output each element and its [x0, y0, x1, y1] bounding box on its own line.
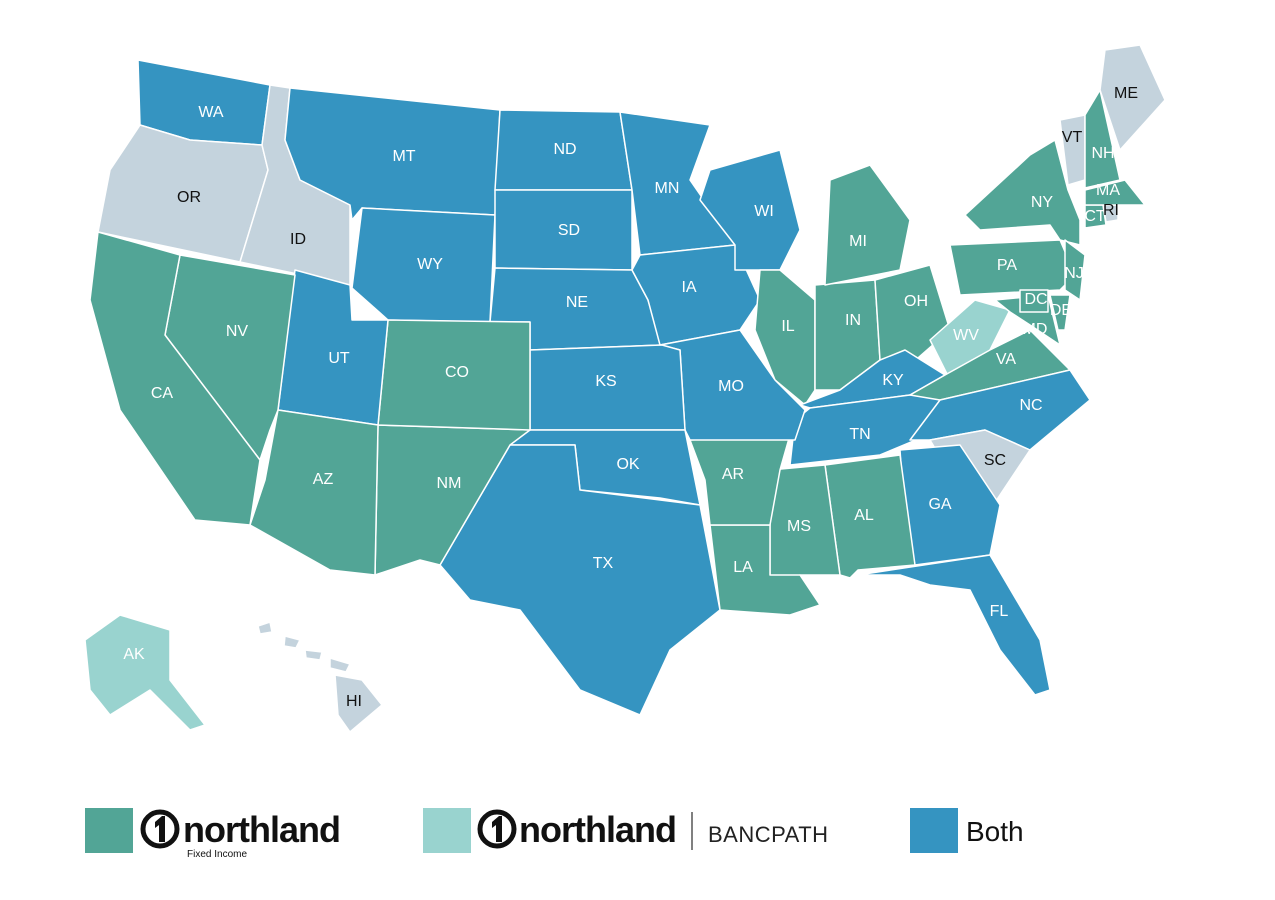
state-label: WV [953, 327, 979, 344]
northland-logo-icon [140, 809, 180, 849]
states [84, 44, 1166, 733]
state-shape [89, 231, 261, 526]
state-shape [1084, 89, 1121, 189]
state-shape [1019, 289, 1049, 313]
legend-swatch [423, 808, 471, 853]
state-label: ME [1114, 85, 1138, 102]
state-shape [329, 657, 351, 673]
state-shape [439, 444, 721, 716]
state-shape [964, 139, 1081, 246]
state-label: NE [566, 294, 588, 311]
state-label: TX [593, 555, 614, 572]
state-label: WY [417, 256, 443, 273]
state-label: SC [984, 452, 1006, 469]
state-shape [334, 674, 383, 733]
legend-brand: northland [183, 809, 340, 850]
state-shape [304, 649, 323, 661]
state-label: AL [854, 507, 874, 524]
state-label: CO [445, 364, 469, 381]
state-label: CT [1084, 208, 1106, 225]
state-label: NH [1091, 145, 1114, 162]
state-label: RI [1103, 202, 1119, 219]
state-label: WA [198, 104, 224, 121]
state-label: OK [616, 456, 639, 473]
state-label: NC [1019, 397, 1042, 414]
state-label: TN [849, 426, 870, 443]
legend: northland Fixed Income northland BANCPAT… [85, 808, 1024, 860]
state-shape [1049, 294, 1071, 331]
legend-swatch [910, 808, 958, 853]
state-label: ID [290, 231, 306, 248]
state-label: HI [346, 693, 362, 710]
state-shape [857, 554, 1051, 696]
state-label: PA [997, 257, 1017, 274]
state-label: VA [996, 351, 1016, 368]
state-label: LA [733, 559, 753, 576]
state-label: IN [845, 312, 861, 329]
state-label: UT [328, 350, 350, 367]
state-shape [257, 621, 273, 635]
state-label: DE [1050, 302, 1072, 319]
state-shape [754, 269, 816, 406]
state-label: NM [437, 475, 462, 492]
state-shape [283, 635, 301, 649]
legend-swatch [85, 808, 133, 853]
state-label: NV [226, 323, 249, 340]
state-shape [699, 149, 801, 271]
state-label: IA [681, 279, 696, 296]
state-shape [1064, 239, 1086, 301]
legend-tagline: Fixed Income [187, 849, 247, 860]
state-label: MI [849, 233, 867, 250]
state-label: IL [781, 318, 794, 335]
state-label: SD [558, 222, 580, 239]
state-label: MA [1096, 182, 1120, 199]
state-label: VT [1062, 129, 1083, 146]
state-label: KS [595, 373, 616, 390]
state-label: NJ [1064, 265, 1084, 282]
legend-brand: northland [519, 809, 676, 850]
state-label: MO [718, 378, 744, 395]
state-shape [249, 409, 379, 576]
state-shape [824, 164, 911, 286]
state-label: CA [151, 385, 174, 402]
state-label: MS [787, 518, 811, 535]
northland-logo-icon [477, 809, 517, 849]
state-shape [84, 614, 206, 731]
state-label: WI [754, 203, 774, 220]
state-label: MT [392, 148, 415, 165]
state-shape [1084, 179, 1146, 206]
state-label: NY [1031, 194, 1054, 211]
legend-partner: BANCPATH [708, 822, 829, 847]
state-shape [1099, 44, 1166, 151]
state-label: OH [904, 293, 928, 310]
state-label: AK [123, 646, 145, 663]
legend-label: Both [966, 816, 1024, 847]
state-label: MN [655, 180, 680, 197]
state-label: AZ [313, 471, 334, 488]
state-label: FL [990, 603, 1009, 620]
state-label: DC [1024, 291, 1047, 308]
state-label: ND [553, 141, 576, 158]
state-shape [709, 524, 821, 616]
state-labels: WA OR ID MT WY ND SD NE MN IA WI IL IN MI OH KY TN WV VA NC… [123, 85, 1138, 710]
state-label: OR [177, 189, 201, 206]
state-label: MD [1023, 321, 1048, 338]
state-label: AR [722, 466, 744, 483]
state-label: KY [882, 372, 904, 389]
state-label: GA [928, 496, 951, 513]
